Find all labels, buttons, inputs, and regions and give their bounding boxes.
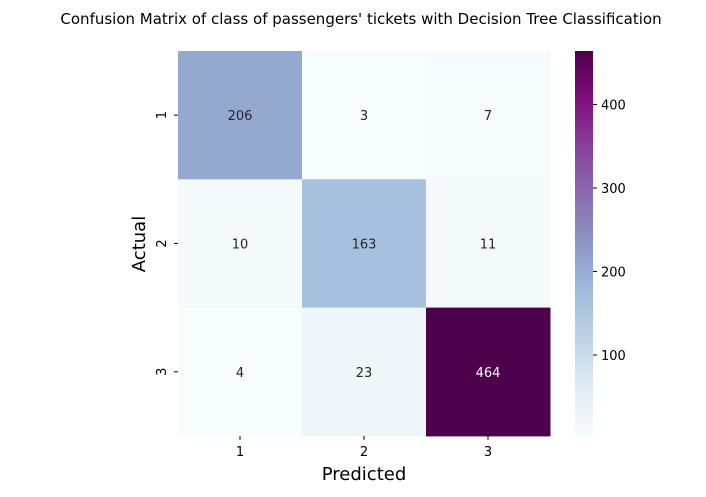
heatmap-cell-label: 206 (228, 109, 253, 124)
y-tick-label: 1 (155, 111, 170, 119)
colorbar-tick-label: 200 (601, 265, 626, 280)
heatmap-cell-label: 7 (484, 109, 492, 124)
heatmap-cell (426, 307, 551, 437)
chart-title: Confusion Matrix of class of passengers'… (60, 10, 661, 28)
heatmap-cell-label: 23 (356, 366, 373, 381)
heatmap-cell (302, 179, 427, 309)
x-axis: 1 2 3 (236, 435, 492, 460)
colorbar-tick-label: 400 (601, 98, 626, 113)
colorbar-ticks: 100 200 300 400 (593, 98, 626, 364)
y-tick-label: 2 (155, 239, 170, 247)
y-axis: 1 2 3 (155, 111, 178, 376)
heatmap-cell (426, 51, 551, 180)
heatmap-cell (302, 307, 427, 437)
heatmap-cell (302, 51, 427, 180)
heatmap-cell (178, 179, 303, 309)
heatmap-cells (178, 51, 551, 437)
x-axis-label: Predicted (322, 464, 407, 485)
heatmap-cell-label: 10 (232, 237, 249, 252)
heatmap-cell (178, 307, 303, 437)
heatmap-cell-labels: 206 3 7 10 163 11 4 23 464 (228, 109, 501, 381)
colorbar-tick-label: 300 (601, 182, 626, 197)
y-tick-label: 3 (155, 368, 170, 376)
heatmap-cell-label: 163 (352, 237, 377, 252)
x-tick-label: 2 (360, 445, 368, 460)
heatmap-cell-label: 4 (236, 366, 244, 381)
heatmap-cell (426, 179, 551, 309)
x-tick-label: 3 (484, 445, 492, 460)
x-tick-label: 1 (236, 445, 244, 460)
heatmap-cell (178, 51, 303, 180)
colorbar (575, 51, 593, 436)
heatmap-cell-label: 3 (360, 109, 368, 124)
y-axis-label: Actual (129, 216, 150, 272)
heatmap-cell-label: 464 (476, 366, 501, 381)
colorbar-tick-label: 100 (601, 349, 626, 364)
heatmap-cell-label: 11 (480, 237, 497, 252)
